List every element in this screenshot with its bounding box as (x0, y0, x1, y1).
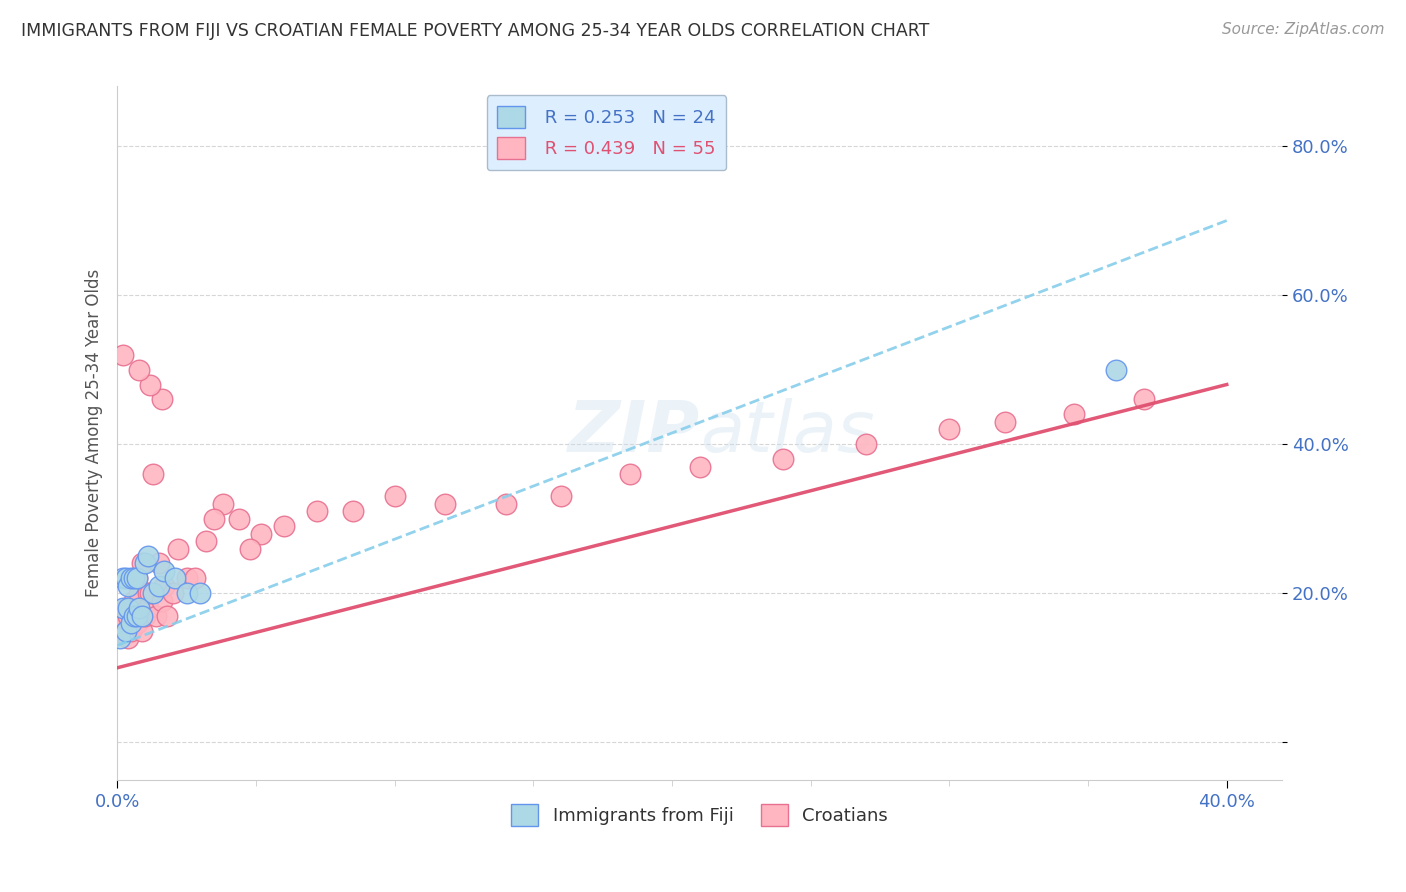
Point (125, 616, 148, 631)
Point (495, 497, 517, 511)
Point (342, 504, 364, 518)
Point (108, 631, 131, 645)
Point (619, 467, 641, 481)
Point (211, 497, 233, 511)
Point (772, 452, 794, 467)
Point (136, 601, 159, 615)
Point (165, 571, 187, 585)
Point (239, 541, 262, 556)
Point (134, 557, 156, 571)
Point (122, 593, 145, 607)
Point (1063, 408, 1085, 422)
Point (117, 579, 139, 593)
Point (167, 541, 190, 556)
Point (125, 571, 148, 585)
Point (122, 571, 145, 585)
Point (273, 519, 295, 533)
Text: atlas: atlas (700, 399, 875, 467)
Point (128, 601, 150, 615)
Point (202, 512, 225, 526)
Point (120, 624, 142, 638)
Point (128, 601, 150, 615)
Point (122, 608, 145, 623)
Point (994, 415, 1017, 429)
Text: Source: ZipAtlas.com: Source: ZipAtlas.com (1222, 22, 1385, 37)
Point (134, 608, 156, 623)
Point (150, 593, 173, 607)
Point (855, 437, 877, 451)
Point (184, 571, 207, 585)
Point (136, 586, 159, 600)
Point (131, 624, 153, 638)
Point (150, 392, 173, 407)
Point (148, 557, 170, 571)
Point (689, 459, 711, 474)
Point (125, 608, 148, 623)
Point (111, 348, 134, 362)
Point (120, 601, 142, 615)
Point (122, 608, 145, 623)
Point (114, 624, 136, 638)
Point (1105, 362, 1128, 376)
Point (108, 616, 131, 631)
Y-axis label: Female Poverty Among 25-34 Year Olds: Female Poverty Among 25-34 Year Olds (86, 268, 103, 597)
Point (139, 377, 162, 392)
Point (117, 631, 139, 645)
Point (176, 571, 198, 585)
Point (228, 512, 250, 526)
Point (142, 467, 165, 481)
Point (384, 489, 406, 503)
Point (148, 579, 170, 593)
Legend: Immigrants from Fiji, Croatians: Immigrants from Fiji, Croatians (505, 797, 896, 833)
Point (142, 586, 165, 600)
Point (1132, 392, 1154, 407)
Point (128, 362, 150, 376)
Point (111, 571, 134, 585)
Point (433, 497, 456, 511)
Point (938, 422, 960, 436)
Point (153, 579, 176, 593)
Text: IMMIGRANTS FROM FIJI VS CROATIAN FEMALE POVERTY AMONG 25-34 YEAR OLDS CORRELATIO: IMMIGRANTS FROM FIJI VS CROATIAN FEMALE … (21, 22, 929, 40)
Point (111, 601, 134, 615)
Point (550, 489, 572, 503)
Point (156, 608, 179, 623)
Point (114, 624, 136, 638)
Point (136, 549, 159, 563)
Point (176, 586, 198, 600)
Point (190, 586, 212, 600)
Point (162, 586, 184, 600)
Point (131, 608, 153, 623)
Point (111, 616, 134, 631)
Point (139, 586, 162, 600)
Text: ZIP: ZIP (568, 399, 700, 467)
Point (117, 601, 139, 615)
Point (114, 601, 136, 615)
Point (153, 564, 176, 578)
Point (145, 608, 167, 623)
Point (117, 608, 139, 623)
Point (131, 557, 153, 571)
Point (250, 526, 273, 541)
Point (125, 571, 148, 585)
Point (305, 504, 328, 518)
Point (194, 534, 217, 549)
Point (120, 616, 142, 631)
Point (128, 586, 150, 600)
Point (114, 571, 136, 585)
Point (120, 571, 142, 585)
